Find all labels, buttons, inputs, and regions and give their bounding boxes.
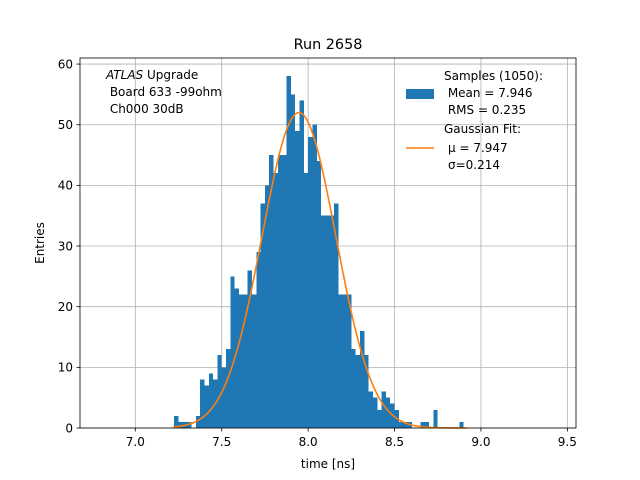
histogram-bar: [247, 270, 252, 428]
x-tick-label: 7.5: [212, 435, 231, 449]
histogram-bar: [303, 173, 309, 428]
legend-hist-swatch: [406, 89, 434, 99]
histogram-bar: [264, 185, 270, 428]
histogram-bar: [359, 330, 365, 428]
histogram-bar: [208, 373, 214, 428]
histogram-bar: [269, 155, 274, 428]
histogram-bar: [295, 130, 300, 429]
histogram-bar: [342, 294, 348, 428]
histogram-bar: [282, 155, 287, 428]
histogram-bar: [204, 385, 209, 428]
histogram-bar: [334, 203, 339, 428]
histogram-bar: [238, 294, 244, 428]
x-tick-label: 9.0: [471, 435, 490, 449]
annotation-line-3: Ch000 30dB: [106, 102, 184, 116]
histogram-bar: [420, 421, 425, 428]
y-tick-label: 40: [58, 179, 73, 193]
legend: Samples (1050): Mean = 7.946 RMS = 0.235…: [406, 69, 543, 172]
histogram-bar: [187, 421, 192, 428]
x-tick-label: 8.0: [299, 435, 318, 449]
histogram-bar: [234, 288, 239, 428]
y-tick-label: 30: [58, 239, 73, 253]
atlas-label: ATLAS: [105, 68, 144, 82]
plot-area: 7.0 7.5 8.0 8.5 9.0 9.5 0 10 20 30 40 50 60: [58, 57, 577, 449]
legend-fit-label: Gaussian Fit:: [444, 122, 521, 136]
histogram-bar: [351, 349, 356, 428]
histogram-bars: [174, 76, 464, 429]
histogram-bar: [377, 409, 382, 428]
histogram-bar: [459, 421, 464, 428]
histogram-bar: [174, 415, 179, 428]
y-tick-label: 10: [58, 361, 73, 375]
upgrade-label: Upgrade: [143, 68, 198, 82]
histogram-bar: [178, 421, 183, 428]
histogram-bar: [308, 136, 313, 428]
histogram-bar: [312, 124, 317, 428]
legend-mu-label: μ = 7.947: [448, 141, 508, 155]
histogram-bar: [321, 215, 326, 428]
chart-title: Run 2658: [294, 37, 363, 53]
histogram-bar: [243, 294, 248, 428]
histogram-bar: [338, 294, 343, 428]
histogram-bar: [217, 355, 222, 428]
histogram-bar: [286, 76, 291, 429]
annotation-line-2: Board 633 -99ohm: [106, 85, 222, 99]
histogram-bar: [226, 349, 231, 428]
gaussian-fit-curve: [173, 111, 468, 429]
histogram-bar: [316, 161, 322, 429]
histogram-bar: [398, 421, 404, 428]
run-annotation: ATLAS Upgrade Board 633 -99ohm Ch000 30d…: [105, 68, 222, 116]
legend-rms-label: RMS = 0.235: [444, 103, 526, 117]
histogram-bar: [221, 367, 227, 428]
x-tick-label: 8.5: [385, 435, 404, 449]
histogram-bar: [368, 391, 373, 428]
histogram-bar: [230, 276, 235, 428]
histogram-bar: [364, 355, 369, 428]
histogram-bar: [256, 252, 261, 428]
legend-mean-label: Mean = 7.946: [444, 86, 533, 100]
histogram-bar: [195, 415, 201, 428]
histogram-bar: [433, 409, 438, 428]
histogram-bar: [277, 155, 283, 428]
histogram-bar: [329, 215, 335, 428]
x-tick-label: 7.0: [126, 435, 145, 449]
histogram-bar: [347, 294, 352, 428]
histogram-bar: [260, 203, 265, 428]
histogram-bar: [299, 100, 304, 428]
histogram-bar: [381, 391, 386, 428]
histogram-bar: [290, 94, 296, 429]
histogram-bar: [273, 173, 278, 428]
histogram-bar: [200, 379, 205, 428]
y-tick-label: 20: [58, 300, 73, 314]
histogram-bar: [385, 397, 391, 428]
legend-hist-label: Samples (1050):: [444, 69, 543, 83]
histogram-bar: [372, 397, 378, 428]
y-tick-label: 0: [65, 421, 73, 435]
y-axis-label: Entries: [33, 222, 47, 264]
histogram-bar: [355, 355, 360, 428]
histogram-bar: [251, 294, 257, 428]
y-axis-ticks: 0 10 20 30 40 50 60: [58, 57, 80, 435]
histogram-bar: [403, 421, 408, 428]
x-axis-label: time [ns]: [301, 457, 355, 471]
annotation-line-1: ATLAS Upgrade: [105, 68, 198, 82]
x-axis-ticks: 7.0 7.5 8.0 8.5 9.0 9.5: [126, 428, 577, 449]
legend-sigma-label: σ=0.214: [448, 158, 500, 172]
histogram-bar: [325, 215, 330, 428]
y-tick-label: 50: [58, 118, 73, 132]
plot-frame: [79, 57, 577, 429]
x-tick-label: 9.5: [558, 435, 577, 449]
y-tick-label: 60: [58, 57, 73, 71]
histogram-bar: [424, 421, 430, 428]
